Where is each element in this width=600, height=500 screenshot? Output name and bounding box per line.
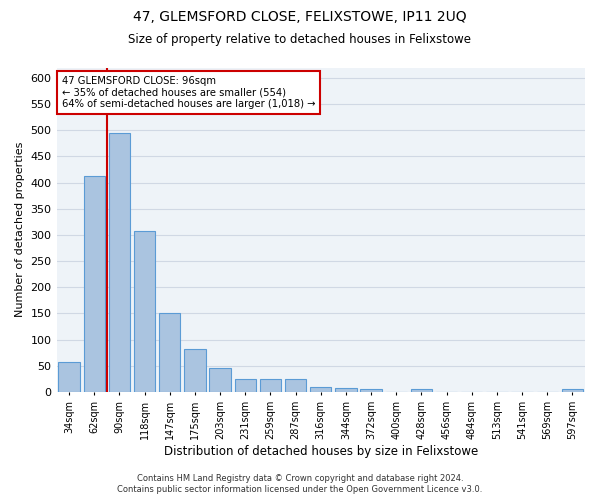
Bar <box>58 362 80 392</box>
Text: Size of property relative to detached houses in Felixstowe: Size of property relative to detached ho… <box>128 32 472 46</box>
X-axis label: Distribution of detached houses by size in Felixstowe: Distribution of detached houses by size … <box>164 444 478 458</box>
Text: 47, GLEMSFORD CLOSE, FELIXSTOWE, IP11 2UQ: 47, GLEMSFORD CLOSE, FELIXSTOWE, IP11 2U… <box>133 10 467 24</box>
Bar <box>411 390 432 392</box>
Text: 47 GLEMSFORD CLOSE: 96sqm
← 35% of detached houses are smaller (554)
64% of semi: 47 GLEMSFORD CLOSE: 96sqm ← 35% of detac… <box>62 76 316 109</box>
Bar <box>159 314 181 392</box>
Y-axis label: Number of detached properties: Number of detached properties <box>15 142 25 318</box>
Bar <box>335 388 356 392</box>
Bar <box>361 390 382 392</box>
Bar <box>310 386 331 392</box>
Bar <box>235 379 256 392</box>
Bar <box>285 379 307 392</box>
Bar <box>109 133 130 392</box>
Bar <box>209 368 231 392</box>
Bar <box>184 349 206 392</box>
Bar <box>260 379 281 392</box>
Bar <box>562 390 583 392</box>
Text: Contains HM Land Registry data © Crown copyright and database right 2024.
Contai: Contains HM Land Registry data © Crown c… <box>118 474 482 494</box>
Bar <box>134 232 155 392</box>
Bar <box>83 176 105 392</box>
